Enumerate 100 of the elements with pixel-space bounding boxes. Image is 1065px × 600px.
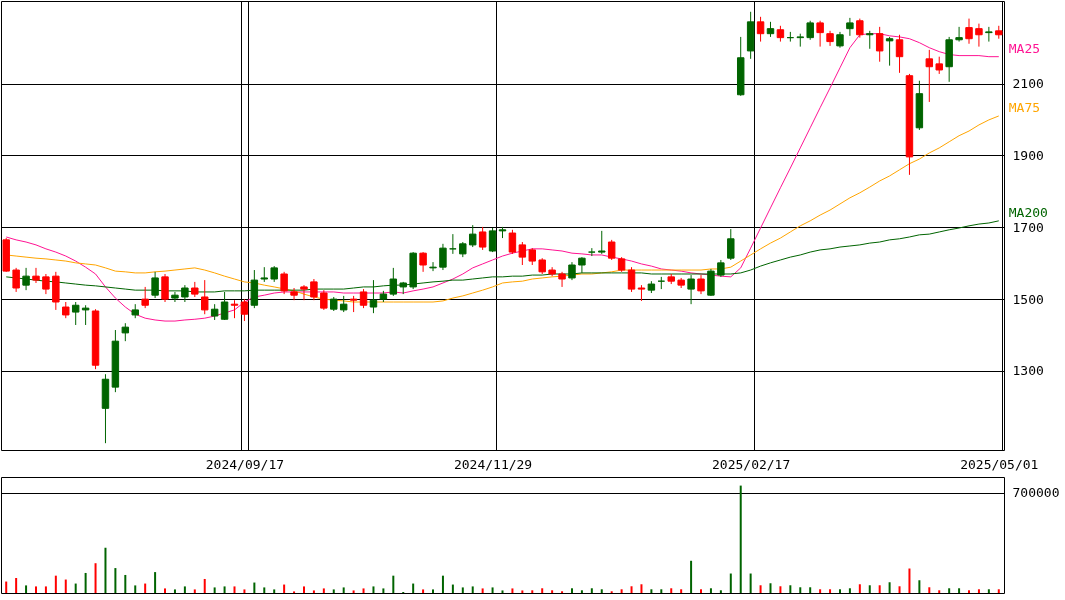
candlestick bbox=[280, 271, 288, 295]
candlestick bbox=[756, 16, 765, 43]
candlestick bbox=[439, 243, 447, 271]
bar bbox=[412, 583, 415, 593]
candlestick bbox=[965, 18, 973, 45]
bar bbox=[570, 588, 573, 593]
bar bbox=[700, 589, 703, 593]
bar bbox=[799, 587, 802, 593]
line-series bbox=[5, 33, 1000, 322]
candlestick bbox=[310, 278, 318, 301]
bar bbox=[878, 585, 881, 593]
bar bbox=[233, 586, 236, 593]
bar bbox=[461, 587, 464, 593]
bar bbox=[362, 588, 365, 593]
bar bbox=[312, 590, 315, 593]
candlestick bbox=[469, 224, 477, 248]
bar bbox=[243, 589, 246, 593]
bar bbox=[858, 584, 861, 593]
bar bbox=[44, 586, 47, 593]
bar bbox=[15, 577, 18, 593]
y-tick-label: 2100 bbox=[1012, 76, 1044, 92]
bar bbox=[759, 585, 762, 593]
bar bbox=[719, 590, 722, 593]
series-label: MA25 bbox=[1008, 40, 1041, 56]
bar bbox=[739, 485, 742, 593]
bar bbox=[789, 585, 792, 593]
bar bbox=[521, 590, 524, 593]
bar bbox=[183, 586, 186, 593]
bar bbox=[342, 587, 345, 593]
bar bbox=[134, 585, 137, 593]
bar bbox=[729, 573, 732, 593]
bar bbox=[25, 585, 28, 593]
bar bbox=[908, 568, 911, 593]
candlestick bbox=[806, 20, 814, 41]
y-tick-label: 700000 bbox=[1012, 485, 1060, 501]
bar bbox=[551, 590, 554, 593]
x-tick-label: 2024/11/29 bbox=[453, 456, 533, 472]
bar bbox=[928, 587, 931, 593]
bar bbox=[74, 583, 77, 593]
candlestick bbox=[320, 289, 328, 311]
bar bbox=[372, 586, 375, 593]
y-tick-label: 1300 bbox=[1012, 363, 1044, 379]
candlestick bbox=[161, 273, 169, 303]
bar bbox=[779, 586, 782, 593]
bar bbox=[84, 572, 87, 593]
bar bbox=[114, 568, 117, 593]
bar bbox=[322, 588, 325, 593]
bar bbox=[124, 574, 127, 593]
bar bbox=[987, 589, 990, 593]
candlestick bbox=[607, 239, 616, 261]
candlestick bbox=[300, 284, 308, 301]
candlestick bbox=[578, 256, 586, 274]
candlestick bbox=[856, 18, 864, 39]
y-tick-label: 1900 bbox=[1012, 147, 1044, 163]
bar bbox=[471, 586, 474, 593]
bar bbox=[154, 572, 157, 593]
bar bbox=[630, 586, 633, 593]
y-tick-label: 1700 bbox=[1012, 219, 1044, 235]
bar bbox=[263, 587, 266, 593]
bar bbox=[34, 586, 37, 593]
bar bbox=[650, 589, 653, 593]
bar bbox=[948, 588, 951, 593]
bar bbox=[749, 573, 752, 593]
bar bbox=[352, 590, 355, 593]
candlestick bbox=[141, 286, 149, 309]
bar bbox=[94, 563, 97, 593]
bar bbox=[997, 589, 1000, 593]
candlestick bbox=[429, 261, 437, 272]
x-tick-label: 2025/05/01 bbox=[960, 456, 1039, 472]
candlestick bbox=[875, 26, 884, 63]
bar bbox=[531, 590, 534, 593]
bar bbox=[809, 587, 812, 593]
bar bbox=[958, 588, 961, 593]
bar bbox=[690, 560, 693, 593]
bar bbox=[918, 580, 921, 593]
candlestick bbox=[81, 304, 90, 326]
bar bbox=[829, 589, 832, 593]
candlestick bbox=[42, 273, 50, 295]
x-tick-label: 2025/02/17 bbox=[712, 456, 791, 472]
candlestick bbox=[201, 279, 209, 315]
bar bbox=[223, 586, 226, 593]
bar bbox=[422, 589, 425, 593]
bar bbox=[193, 589, 196, 593]
bar bbox=[104, 547, 107, 593]
candlestick bbox=[290, 287, 298, 301]
bar bbox=[432, 589, 435, 593]
bar bbox=[819, 589, 822, 593]
bar bbox=[769, 583, 772, 593]
candlestick bbox=[558, 271, 566, 288]
bar bbox=[173, 589, 176, 593]
candlestick bbox=[488, 227, 497, 253]
candlestick bbox=[846, 17, 854, 37]
candlestick bbox=[419, 251, 427, 273]
bar bbox=[620, 589, 623, 593]
bar bbox=[5, 581, 8, 593]
bar bbox=[709, 588, 712, 593]
candlestick bbox=[925, 49, 934, 103]
bar bbox=[491, 587, 494, 593]
bar bbox=[441, 575, 444, 593]
bar bbox=[203, 578, 206, 593]
